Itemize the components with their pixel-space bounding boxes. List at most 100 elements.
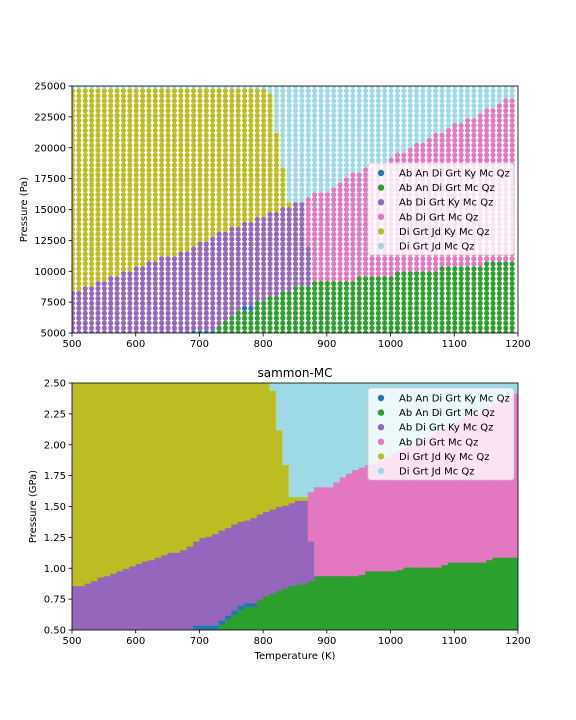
scatter-point (292, 241, 299, 247)
scatter-point (426, 157, 432, 163)
scatter-point (388, 142, 394, 148)
scatter-point (433, 113, 439, 119)
y-tick-label: 20000 (34, 143, 66, 154)
scatter-point (178, 113, 184, 119)
scatter-point (184, 157, 190, 163)
scatter-point (261, 290, 267, 297)
scatter-point (222, 201, 229, 208)
scatter-point (331, 201, 337, 208)
scatter-point (254, 162, 260, 168)
scatter-point (433, 93, 439, 99)
scatter-point (426, 310, 432, 316)
scatter-point (337, 147, 343, 153)
y-axis-label: Pressure (Pa) (19, 177, 30, 242)
scatter-point (261, 276, 267, 282)
scatter-point (235, 216, 241, 222)
scatter-point (127, 93, 133, 99)
chart-title: sammon-MC (258, 366, 333, 380)
scatter-point (76, 226, 82, 232)
scatter-point (356, 271, 362, 277)
scatter-point (420, 103, 426, 109)
scatter-point (369, 103, 375, 109)
scatter-point (165, 216, 171, 222)
scatter-point (503, 276, 509, 282)
scatter-point (171, 177, 178, 183)
scatter-point (120, 103, 127, 109)
scatter-point (171, 271, 178, 277)
scatter-point (292, 290, 299, 297)
legend-marker (377, 409, 385, 416)
scatter-point (248, 325, 254, 331)
scatter-point (82, 285, 88, 292)
scatter-point (273, 246, 279, 252)
scatter-point (331, 211, 337, 218)
phase-cell (84, 383, 92, 584)
scatter-point (292, 108, 299, 114)
scatter-point (248, 271, 254, 277)
scatter-point (337, 127, 343, 134)
scatter-point (210, 187, 216, 193)
scatter-point (146, 241, 152, 247)
scatter-point (382, 315, 388, 321)
scatter-point (503, 93, 509, 99)
scatter-point (120, 325, 127, 331)
scatter-point (452, 86, 458, 89)
scatter-point (72, 295, 76, 302)
phase-cell (314, 575, 322, 630)
scatter-point (171, 290, 178, 297)
scatter-point (222, 103, 229, 109)
scatter-point (210, 290, 216, 297)
scatter-point (477, 330, 483, 333)
scatter-point (159, 330, 165, 333)
scatter-point (152, 266, 158, 272)
scatter-point (190, 290, 197, 297)
scatter-point (139, 187, 146, 193)
phase-cell (416, 567, 424, 630)
scatter-point (216, 261, 222, 267)
scatter-point (375, 320, 381, 326)
scatter-point (72, 276, 76, 282)
scatter-point (318, 266, 324, 272)
scatter-point (146, 310, 152, 316)
scatter-point (312, 241, 318, 247)
scatter-point (490, 295, 496, 302)
scatter-point (292, 266, 299, 272)
scatter-point (356, 241, 362, 247)
scatter-point (210, 177, 216, 183)
scatter-point (146, 152, 152, 158)
scatter-point (312, 113, 318, 119)
x-tick-label: 1200 (505, 636, 530, 647)
phase-cell (161, 554, 169, 630)
scatter-point (343, 187, 350, 193)
scatter-point (280, 142, 286, 148)
scatter-point (89, 320, 95, 326)
scatter-point (305, 216, 311, 222)
scatter-point (152, 325, 158, 331)
scatter-point (254, 108, 260, 114)
scatter-point (190, 172, 197, 178)
phase-cell (288, 496, 296, 504)
scatter-point (496, 256, 502, 262)
phase-cell (416, 439, 424, 568)
scatter-point (95, 231, 101, 237)
scatter-point (216, 216, 222, 222)
scatter-point (222, 320, 229, 326)
scatter-point (190, 241, 197, 247)
scatter-point (159, 315, 165, 321)
scatter-point (184, 108, 190, 114)
scatter-point (178, 192, 184, 198)
scatter-point (261, 310, 267, 316)
scatter-point (171, 211, 178, 218)
phase-cell (339, 575, 347, 630)
scatter-point (337, 167, 343, 173)
phase-cell (148, 559, 156, 630)
scatter-point (394, 315, 401, 321)
scatter-point (120, 127, 127, 134)
scatter-point (484, 330, 490, 333)
scatter-point (241, 93, 248, 99)
scatter-point (210, 167, 216, 173)
scatter-point (133, 103, 139, 109)
scatter-point (471, 315, 477, 321)
scatter-point (420, 132, 426, 138)
scatter-point (484, 152, 490, 158)
